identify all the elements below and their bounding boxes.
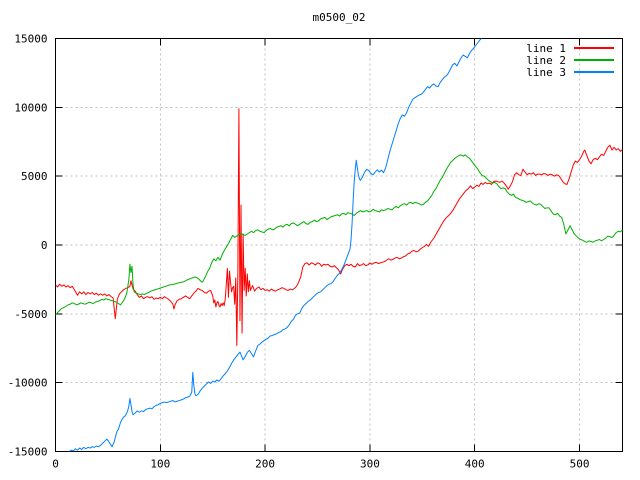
grid — [55, 38, 623, 452]
axis-labels: 0 100 200 300 400 500 -15000 -10000 -5000 0 5000 10… — [8, 33, 590, 471]
y-tick-label: -15000 — [8, 446, 48, 459]
y-tick-label: 5000 — [21, 170, 48, 183]
chart-title: m0500_02 — [312, 11, 366, 24]
y-tick-label: 0 — [41, 239, 48, 252]
legend: line 1 line 2 line 3 — [526, 41, 614, 79]
series-line-2 — [55, 154, 623, 316]
legend-label-line-1: line 1 — [526, 41, 566, 55]
legend-label-line-2: line 2 — [526, 53, 566, 67]
y-tick-label: 15000 — [14, 33, 47, 46]
x-tick-label: 200 — [255, 458, 275, 471]
legend-row: line 2 — [526, 53, 614, 67]
x-tick-label: 500 — [570, 458, 590, 471]
x-tick-label: 300 — [360, 458, 380, 471]
y-tick-label: -10000 — [8, 377, 48, 390]
legend-line-sample-2 — [574, 59, 614, 61]
x-tick-label: 0 — [52, 458, 59, 471]
legend-row: line 3 — [526, 65, 614, 79]
legend-line-sample-1 — [574, 47, 614, 49]
legend-line-sample-3 — [574, 71, 614, 73]
series-line-1 — [55, 108, 623, 346]
x-tick-label: 400 — [465, 458, 485, 471]
axis-ticks — [55, 38, 623, 452]
legend-row: line 1 — [526, 41, 614, 55]
legend-label-line-3: line 3 — [526, 65, 566, 79]
y-tick-label: -5000 — [14, 308, 47, 321]
series-line-3 — [68, 38, 483, 452]
y-tick-label: 10000 — [14, 101, 47, 114]
x-tick-label: 100 — [150, 458, 170, 471]
